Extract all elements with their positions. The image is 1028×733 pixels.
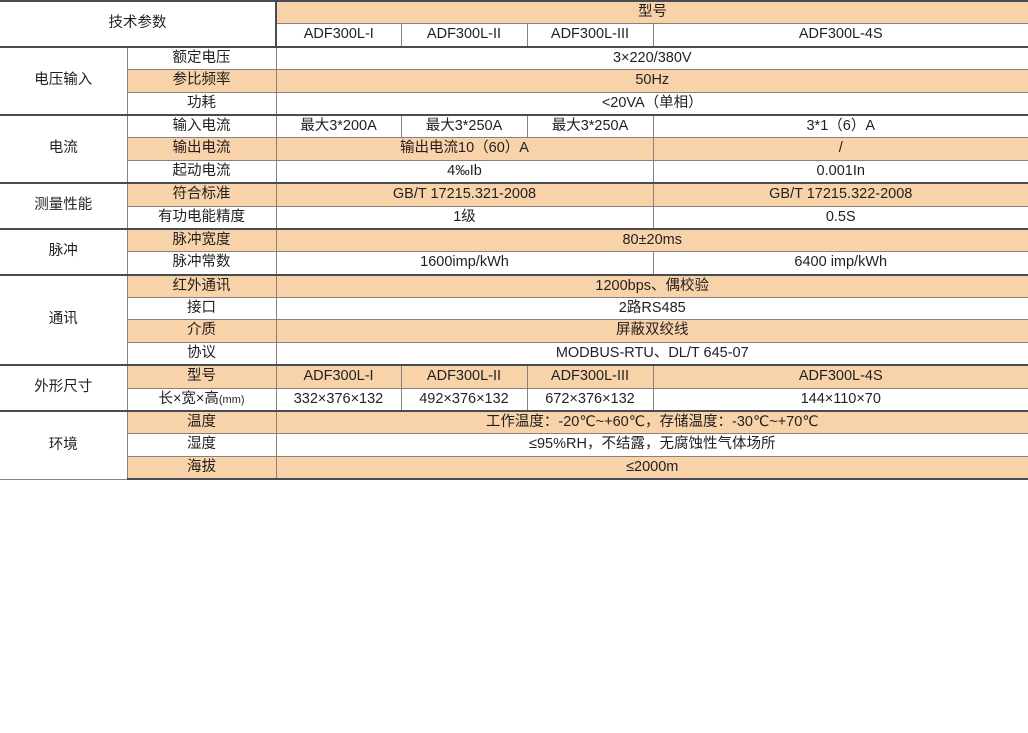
header-row-models: ADF300L-I ADF300L-II ADF300L-III ADF300L-4S: [0, 23, 1028, 48]
value-cell: 144×110×70: [652, 387, 1028, 412]
value-cell: ≤95%RH，不结露，无腐蚀性气体场所: [275, 433, 1028, 457]
parameter-label: 功耗: [127, 91, 277, 116]
parameter-label: 接口: [127, 297, 277, 321]
parameter-label: 有功电能精度: [127, 205, 277, 230]
parameter-label: 型号: [126, 364, 277, 389]
value-cell: 1级: [275, 205, 654, 230]
value-cell: 最大3*250A: [400, 113, 528, 139]
table-row: 电流 输入电流 最大3*200A 最大3*250A 最大3*250A 3*1（6）A: [0, 113, 1028, 184]
parameter-label: 额定电压: [126, 45, 277, 71]
parameter-label: 输出电流: [127, 137, 277, 161]
value-cell: 最大3*250A: [526, 113, 654, 139]
table-row: 起动电流 4‰Ib 0.001In: [0, 159, 1028, 184]
table-row: 外形尺寸 型号 ADF300L-I ADF300L-II ADF300L-III ADF3…: [0, 364, 1028, 412]
technical-specification-table: 技术参数 型号 ADF300L-I ADF300L-II ADF300L-III ADF3…: [0, 0, 1028, 481]
value-cell: 492×376×132: [400, 387, 528, 412]
value-cell: 1200bps、偶校验: [275, 273, 1028, 299]
value-cell: 4‰Ib: [275, 159, 654, 184]
value-cell: 0.5S: [652, 205, 1028, 230]
parameter-label: 介质: [127, 319, 277, 343]
category-label: 测量性能: [0, 182, 128, 230]
value-cell: ADF300L-I: [275, 364, 402, 389]
parameter-label: 输入电流: [126, 113, 277, 139]
table-row: 接口 2路RS485: [0, 297, 1028, 321]
model-header-1: ADF300L-I: [276, 23, 402, 48]
value-cell: 80±20ms: [275, 227, 1028, 253]
table-row: 湿度 ≤95%RH，不结露，无腐蚀性气体场所: [0, 433, 1028, 457]
value-cell: 332×376×132: [275, 387, 402, 412]
model-header-2: ADF300L-II: [400, 23, 528, 48]
table-row: 参比频率 50Hz: [0, 69, 1028, 93]
value-cell: 输出电流10（60）A: [275, 137, 654, 161]
value-cell: 1600imp/kWh: [275, 251, 654, 276]
parameter-label: 红外通讯: [126, 273, 277, 299]
parameter-label: 海拔: [127, 455, 277, 481]
value-cell: 2路RS485: [275, 297, 1028, 321]
parameter-label: 湿度: [127, 433, 277, 457]
table-row: 通讯 红外通讯 1200bps、偶校验: [0, 273, 1028, 366]
table-row: 脉冲 脉冲宽度 80±20ms: [0, 227, 1028, 276]
value-cell: ≤2000m: [275, 455, 1028, 481]
parameter-label: 符合标准: [126, 182, 277, 207]
value-cell: 3×220/380V: [275, 45, 1028, 71]
table-row: 测量性能 符合标准 GB/T 17215.321-2008 GB/T 17215.32…: [0, 182, 1028, 230]
category-label: 电压输入: [0, 45, 128, 116]
category-label: 脉冲: [0, 227, 128, 276]
value-cell: ADF300L-4S: [652, 364, 1028, 389]
table-row: 有功电能精度 1级 0.5S: [0, 205, 1028, 230]
value-cell: GB/T 17215.321-2008: [275, 182, 654, 207]
table-row: 长×宽×高(mm) 332×376×132 492×376×132 672×376×1…: [0, 387, 1028, 412]
value-cell: 50Hz: [275, 69, 1028, 93]
parameter-label: 协议: [127, 341, 277, 366]
category-label: 电流: [0, 113, 128, 184]
value-cell: 最大3*200A: [275, 113, 402, 139]
table-row: 输出电流 输出电流10（60）A /: [0, 137, 1028, 161]
table-row: 电压输入 额定电压 3×220/380V: [0, 45, 1028, 116]
value-cell: ADF300L-III: [526, 364, 654, 389]
table-row: 环境 温度 工作温度：-20℃~+60℃，存储温度：-30℃~+70℃: [0, 410, 1028, 480]
table-row: 功耗 <20VA（单相）: [0, 91, 1028, 116]
parameter-label: 长×宽×高(mm): [127, 387, 277, 412]
table-row: 介质 屏蔽双绞线: [0, 319, 1028, 343]
value-cell: /: [652, 137, 1028, 161]
value-cell: 0.001In: [652, 159, 1028, 184]
table-row: 脉冲常数 1600imp/kWh 6400 imp/kWh: [0, 251, 1028, 276]
value-cell: 屏蔽双绞线: [275, 319, 1028, 343]
parameter-label: 参比频率: [127, 69, 277, 93]
model-group-header: 型号: [275, 0, 1028, 25]
value-cell: 6400 imp/kWh: [652, 251, 1028, 276]
parameter-label: 温度: [126, 410, 277, 435]
value-cell: 3*1（6）A: [652, 113, 1028, 139]
parameter-label: 起动电流: [127, 159, 277, 184]
model-header-4: ADF300L-4S: [652, 23, 1028, 48]
value-cell: 工作温度：-20℃~+60℃，存储温度：-30℃~+70℃: [275, 410, 1028, 435]
page-title: 技术参数: [0, 0, 277, 48]
category-label: 环境: [0, 410, 128, 480]
value-cell: MODBUS-RTU、DL/T 645-07: [275, 341, 1028, 366]
parameter-label: 脉冲宽度: [126, 227, 277, 253]
value-cell: ADF300L-II: [400, 364, 528, 389]
model-header-3: ADF300L-III: [526, 23, 654, 48]
category-label: 通讯: [0, 273, 128, 366]
value-cell: <20VA（单相）: [275, 91, 1028, 116]
header-row-title: 技术参数 型号: [0, 0, 1028, 48]
parameter-label: 脉冲常数: [127, 251, 277, 276]
unit-label: (mm): [218, 393, 245, 406]
value-cell: GB/T 17215.322-2008: [652, 182, 1028, 207]
value-cell: 672×376×132: [526, 387, 654, 412]
table-row: 协议 MODBUS-RTU、DL/T 645-07: [0, 341, 1028, 366]
category-label: 外形尺寸: [0, 364, 128, 412]
table-row: 海拔 ≤2000m: [0, 455, 1028, 481]
